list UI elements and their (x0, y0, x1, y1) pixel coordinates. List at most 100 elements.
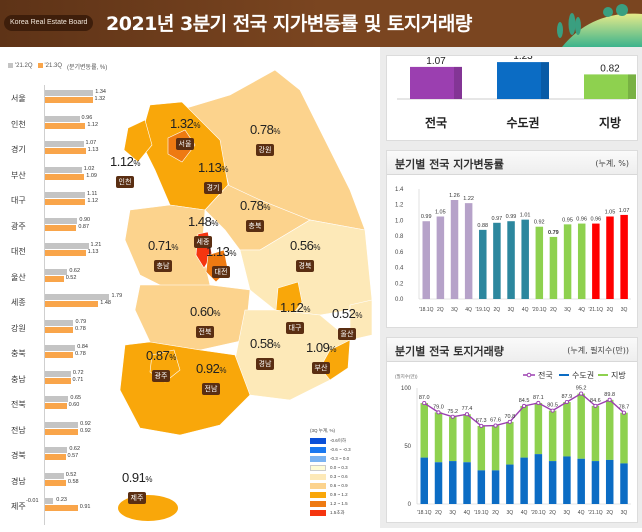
svg-text:67.6: 67.6 (490, 418, 501, 424)
region-bar-row: 충남 0.72 0.71 (0, 369, 110, 393)
map-label: 0.71% 충남 (148, 238, 178, 272)
bar-curr (45, 352, 74, 358)
region-daegu (275, 281, 303, 319)
quarterly-rate-panel: 분기별 전국 지가변동률 (누계, %) 0.0 0.2 0.4 0.6 0.8 1.0 1… (386, 150, 638, 328)
map-label-value: 1.12% (110, 154, 140, 169)
svg-text:1.07: 1.07 (619, 208, 630, 214)
map-label-value: 1.09% (306, 340, 336, 355)
bar-prev (45, 421, 79, 428)
svg-text:4Q: 4Q (465, 307, 472, 313)
map-label: 0.92% 전남 (196, 361, 226, 395)
svg-text:2Q: 2Q (435, 510, 442, 516)
map-label-value: 1.12% (280, 300, 310, 315)
svg-text:0.4: 0.4 (395, 266, 404, 272)
legend-prev: '21.2Q (8, 63, 33, 70)
map-label-value: 0.92% (196, 361, 226, 376)
map-label-value: 0.71% (148, 238, 178, 253)
summary-bar-chart: 1.07 전국 1.23 수도권 0.82 지방 (397, 56, 636, 130)
svg-text:'18.1Q: '18.1Q (417, 510, 432, 516)
bar-prev (45, 243, 89, 249)
bar-prev (45, 268, 68, 275)
svg-text:2Q: 2Q (494, 307, 501, 313)
svg-text:0: 0 (408, 502, 412, 508)
svg-text:'21.1Q: '21.1Q (588, 510, 603, 516)
map-label: 0.58% 경남 (250, 336, 280, 370)
svg-text:3Q: 3Q (508, 307, 515, 313)
svg-text:1.26: 1.26 (449, 193, 460, 199)
value-prev: -0.01 (26, 498, 39, 504)
map-legend-row: 0.3 ~ 0.6 (310, 472, 351, 481)
map-label-value: 1.13% (198, 160, 228, 175)
region-jeonnam (119, 341, 251, 436)
svg-text:0.88: 0.88 (477, 223, 488, 229)
region-bar-row: 부산 1.02 1.09 (0, 165, 110, 189)
map-label-value: 1.32% (170, 116, 200, 131)
korea-map-shape (118, 69, 373, 521)
svg-text:0.95: 0.95 (562, 217, 573, 223)
region-name: 경기 (11, 145, 26, 154)
region-name: 서울 (11, 94, 26, 103)
value-curr: 0.78 (75, 351, 86, 357)
svg-text:2Q: 2Q (549, 510, 556, 516)
bar-prev (45, 345, 76, 351)
bar-prev (45, 192, 85, 198)
value-prev: 0.90 (79, 216, 91, 223)
bar-curr (45, 199, 86, 205)
value-prev: 0.79 (75, 318, 87, 325)
svg-text:3Q: 3Q (621, 510, 628, 516)
map-label: 1.48% 세종 (188, 214, 218, 248)
svg-text:0.96: 0.96 (576, 217, 587, 223)
svg-text:1.23: 1.23 (513, 56, 533, 62)
value-prev: 0.62 (69, 267, 81, 274)
bar-prev (45, 447, 68, 453)
svg-text:수도권: 수도권 (506, 116, 539, 130)
map-label-value: 0.58% (250, 336, 280, 351)
quarterly-rate-title: 분기별 전국 지가변동률 (395, 158, 504, 171)
value-prev: 1.34 (95, 89, 106, 95)
korea-land-map: 1.32% 서울 1.12% 인천 1.13% 경기 0.78% 강원 0.78% 충북 1.48%… (110, 50, 380, 528)
bar-curr (45, 377, 71, 384)
quarterly-rate-unit: (누계, %) (595, 159, 629, 168)
svg-text:89.8: 89.8 (604, 392, 615, 398)
svg-text:67.3: 67.3 (476, 418, 487, 424)
region-name: 경북 (11, 451, 26, 460)
value-curr: 1.12 (87, 121, 99, 128)
region-name: 부산 (11, 170, 26, 180)
value-prev: 0.96 (81, 114, 93, 121)
map-label-region: 인천 (115, 176, 135, 188)
value-prev: 0.92 (80, 420, 91, 427)
svg-text:수도권: 수도권 (572, 370, 594, 380)
svg-text:'19.1Q: '19.1Q (474, 510, 489, 516)
map-label-value: 0.52% (332, 306, 362, 321)
transactions-header: 분기별 전국 토지거래량 (누계, 필지수(만)) (387, 338, 637, 362)
svg-text:3Q: 3Q (451, 307, 458, 313)
svg-text:77.4: 77.4 (462, 406, 473, 412)
quarterly-rate-chart: 0.0 0.2 0.4 0.6 0.8 1.0 1.2 1.4 0.99 '18.1Q 1.05 2Q… (395, 187, 631, 313)
svg-text:0.97: 0.97 (492, 216, 503, 222)
map-legend-row: -0.6 ~ -0.3 (310, 445, 351, 454)
bar-curr (45, 224, 77, 231)
bar-curr (45, 122, 86, 129)
svg-text:4Q: 4Q (521, 510, 528, 516)
svg-text:0.0: 0.0 (395, 297, 404, 303)
value-curr: 0.87 (78, 223, 90, 230)
map-label-value: 0.60% (190, 304, 220, 319)
map-label-value: 0.56% (290, 238, 320, 253)
bar-prev (45, 115, 80, 122)
map-label-region: 전남 (201, 383, 221, 395)
map-label: 0.78% 강원 (250, 122, 280, 156)
map-label-region: 대전 (211, 266, 231, 278)
svg-text:70.8: 70.8 (504, 414, 515, 420)
region-bar-row: 전북 0.65 0.60 (0, 394, 110, 418)
bar-prev (45, 498, 54, 504)
svg-text:0.8: 0.8 (395, 234, 404, 240)
bar-curr (45, 97, 93, 103)
transactions-unit: (누계, 필지수(만)) (567, 346, 629, 355)
svg-text:'19.1Q: '19.1Q (475, 307, 490, 313)
svg-text:1.2: 1.2 (395, 203, 404, 209)
bar-curr (45, 173, 85, 180)
bar-curr (45, 250, 86, 256)
svg-text:1.05: 1.05 (605, 210, 616, 216)
value-curr: 0.60 (68, 402, 80, 408)
map-legend-row: -0.3 ~ 0.0 (310, 454, 351, 463)
